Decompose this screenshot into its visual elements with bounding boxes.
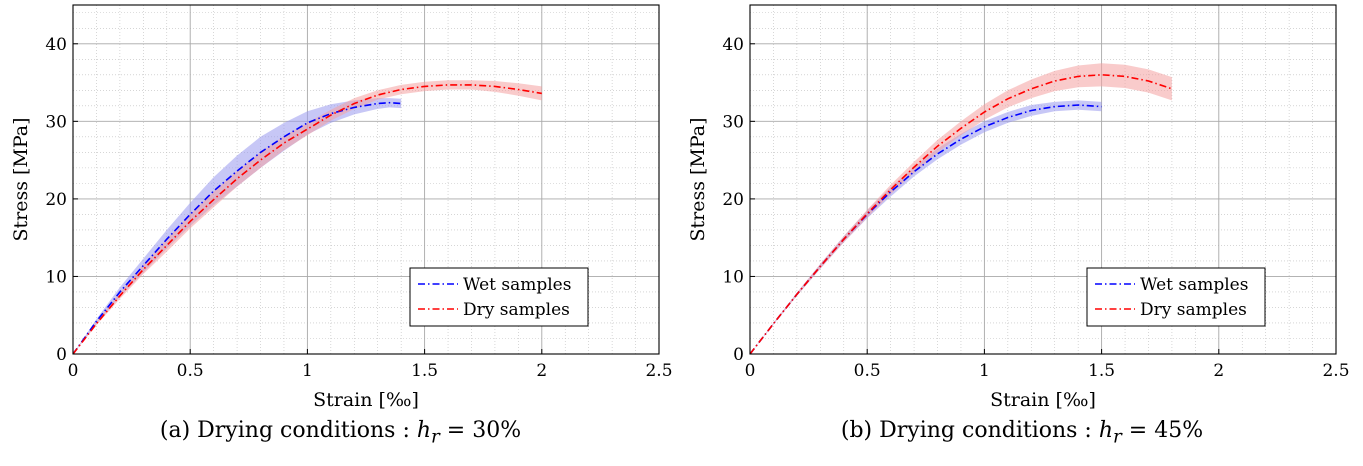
plot-frame [749,4,1337,355]
x-tick-label: 0 [745,361,756,381]
series-band-0 [73,98,402,354]
x-tick-label: 2.5 [1322,361,1349,381]
caption-b-var: h [1098,418,1114,443]
y-tick-label: 30 [722,112,744,132]
x-tick-label: 1 [302,361,313,381]
minor-grid [750,5,1336,354]
x-tick-label: 0.5 [854,361,881,381]
series-band-0 [750,100,1102,355]
legend-label-0: Wet samples [1140,275,1248,295]
x-tick-label: 2 [536,361,547,381]
series-band-1 [750,63,1172,354]
y-axis-label: Stress [MPa] [10,117,32,241]
y-tick-label: 40 [722,35,744,55]
x-tick-label: 2.5 [645,361,672,381]
x-tick-label: 2 [1213,361,1224,381]
caption-b-suffix: = 45% [1121,418,1204,443]
series-line-0 [72,101,402,355]
x-tick-label: 0.5 [177,361,204,381]
caption-a: (a) Drying conditions : hr = 30% [0,418,681,447]
legend-label-1: Dry samples [1140,300,1247,320]
series-line-0 [749,104,1102,355]
y-tick-label: 0 [56,345,67,365]
legend-box [1086,267,1266,327]
y-axis-label: Stress [MPa] [687,117,709,241]
caption-b: (b) Drying conditions : hr = 45% [681,418,1363,447]
caption-a-suffix: = 30% [439,418,522,443]
caption-a-var: h [416,418,432,443]
y-tick-label: 10 [45,267,67,287]
series-band-1 [73,80,542,354]
series-line-1 [72,84,542,355]
y-tick-label: 0 [733,345,744,365]
caption-b-prefix: (b) Drying conditions : [840,418,1099,443]
series-line-1 [749,73,1173,355]
legend-label-1: Dry samples [463,300,570,320]
caption-a-prefix: (a) Drying conditions : [159,418,417,443]
caption-a-sub: r [431,426,440,448]
plot-frame [72,4,660,355]
legend: Wet samples Dry samples [1086,267,1266,327]
x-tick-label: 1.5 [411,361,438,381]
x-tick-label: 1 [979,361,990,381]
x-tick-label: 0 [68,361,79,381]
y-tick-label: 10 [722,267,744,287]
minor-grid [73,5,659,354]
x-axis-label: Strain [‰] [313,389,419,411]
x-tick-label: 1.5 [1088,361,1115,381]
legend-label-0: Wet samples [463,275,571,295]
caption-b-sub: r [1113,426,1122,448]
legend-box [409,267,589,327]
chart-panel-a: 0 0.5 1 1.5 2 2.5 0 10 20 30 40 Strain [‰] Stress [M… [10,4,673,411]
y-tick-label: 20 [722,190,744,210]
y-tick-label: 30 [45,112,67,132]
x-axis-label: Strain [‰] [990,389,1096,411]
chart-panel-b: 0 0.5 1 1.5 2 2.5 0 10 20 30 40 Strain [‰] Stress [M… [687,4,1350,411]
y-tick-label: 20 [45,190,67,210]
legend: Wet samples Dry samples [409,267,589,327]
y-tick-label: 40 [45,35,67,55]
